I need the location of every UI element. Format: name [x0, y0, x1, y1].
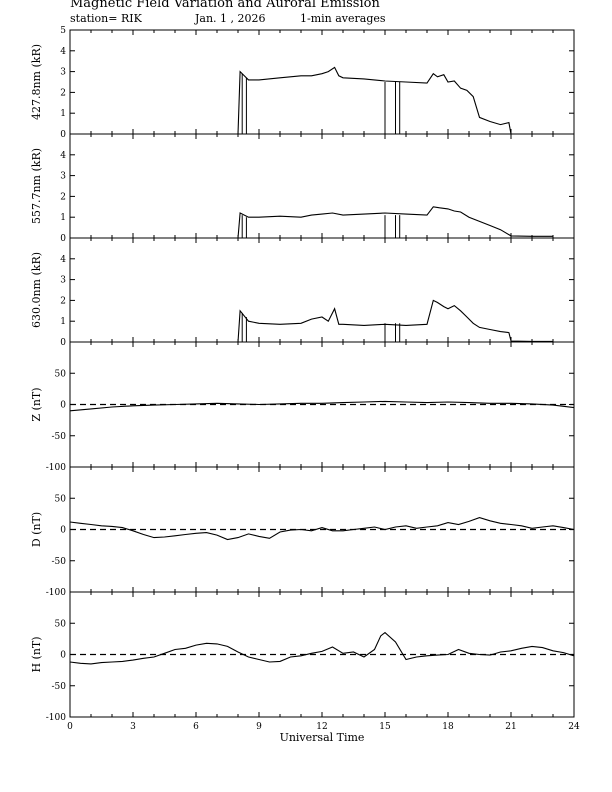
y-tick-label: 2: [60, 88, 66, 98]
series-line-1-0: [237, 206, 553, 239]
y-tick-label: 3: [60, 276, 66, 286]
x-tick-label: 3: [130, 722, 136, 732]
y-tick-label: 0: [60, 130, 66, 140]
y-tick-label: 3: [60, 172, 66, 182]
y-tick-label: 50: [55, 494, 67, 504]
y-tick-label: -100: [46, 588, 66, 598]
chart-header: Magnetic Field Variation and Auroral Emi…: [0, 0, 612, 30]
series-line-2-0: [237, 299, 553, 343]
y-tick-label: -50: [52, 682, 67, 692]
x-axis-label: Universal Time: [280, 731, 365, 744]
y-tick-label: 50: [55, 369, 67, 379]
panel-frame-1: [69, 133, 575, 239]
y-tick-label: -50: [52, 557, 67, 567]
series-line-3-0: [69, 400, 575, 412]
y-tick-label: -100: [46, 463, 66, 473]
x-tick-label: 21: [505, 722, 516, 732]
y-tick-label: -100: [46, 713, 66, 723]
x-tick-label: 6: [193, 722, 199, 732]
series-line-5-0: [69, 631, 575, 665]
y-axis-label: 557.7nm (kR): [30, 148, 43, 224]
y-tick-label: 0: [60, 338, 66, 348]
station-label: station= RIK: [70, 12, 142, 25]
y-tick-label: 50: [55, 619, 67, 629]
y-axis-label: H (nT): [30, 636, 43, 672]
panel-frame-0: [69, 29, 575, 135]
chart-title: Magnetic Field Variation and Auroral Emi…: [70, 0, 380, 11]
series-line-0-0: [237, 66, 512, 135]
y-tick-label: 1: [60, 317, 66, 327]
y-tick-label: 4: [60, 151, 66, 161]
date-label: Jan. 1 , 2026: [195, 12, 266, 25]
y-tick-label: 5: [60, 26, 66, 36]
x-tick-label: 24: [568, 722, 580, 732]
y-tick-label: 0: [60, 234, 66, 244]
y-axis-label: D (nT): [30, 512, 43, 547]
y-tick-label: 3: [60, 68, 66, 78]
y-tick-label: 1: [60, 109, 66, 119]
x-tick-label: 0: [67, 722, 73, 732]
x-tick-label: 18: [442, 722, 454, 732]
y-tick-label: 4: [60, 47, 66, 57]
y-axis-label: 427.8nm (kR): [30, 44, 43, 120]
x-tick-label: 9: [256, 722, 262, 732]
x-tick-label: 12: [316, 722, 327, 732]
series-line-4-0: [69, 517, 575, 541]
y-tick-label: 2: [60, 296, 66, 306]
x-tick-label: 15: [379, 722, 391, 732]
y-tick-label: 1: [60, 213, 66, 223]
y-tick-label: 0: [60, 651, 66, 661]
panel-frame-2: [69, 237, 575, 343]
y-axis-label: Z (nT): [30, 387, 43, 421]
y-tick-label: 4: [60, 255, 66, 265]
y-tick-label: -50: [52, 432, 67, 442]
y-tick-label: 0: [60, 526, 66, 536]
y-tick-label: 0: [60, 401, 66, 411]
averaging-label: 1-min averages: [300, 12, 386, 25]
y-axis-label: 630.0nm (kR): [30, 252, 43, 328]
y-tick-label: 2: [60, 192, 66, 202]
